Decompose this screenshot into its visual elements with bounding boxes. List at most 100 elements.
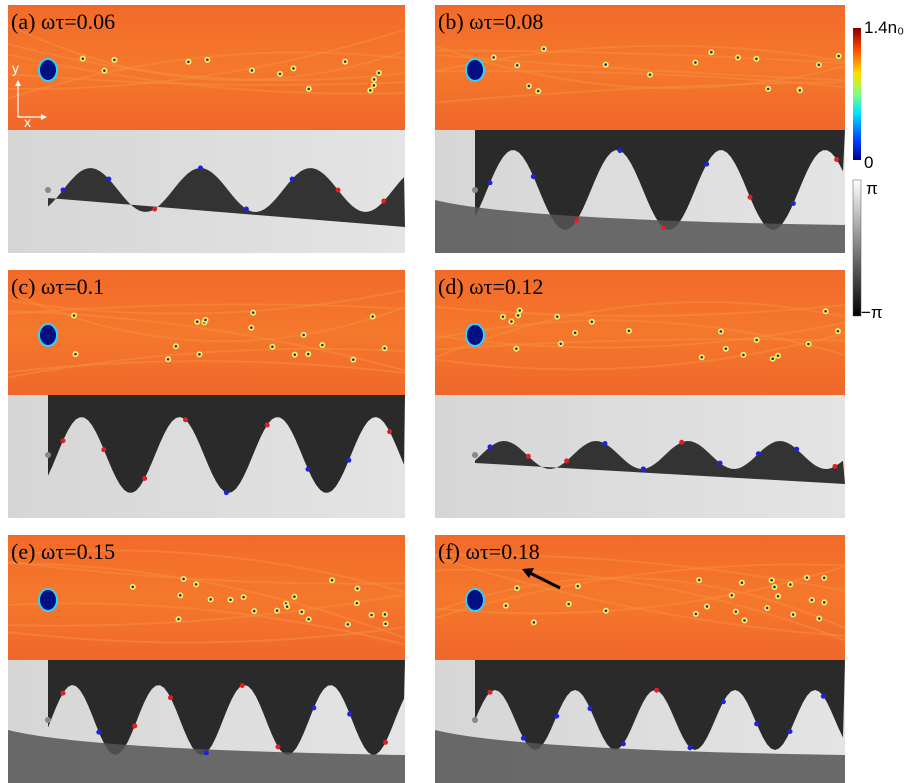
vortex-core	[307, 88, 310, 91]
vortex-core	[113, 59, 116, 62]
phase-vortex	[704, 162, 709, 167]
vortex-core	[735, 610, 738, 613]
vortex-core	[537, 90, 540, 93]
vortex-core	[649, 73, 652, 76]
vortex-core	[698, 579, 701, 582]
phase-vortex	[244, 207, 249, 212]
vortex-core	[837, 55, 840, 58]
panel-label: (f) ωτ=0.18	[438, 539, 540, 564]
phase-vortex	[204, 750, 209, 755]
vortex-core	[370, 614, 373, 617]
phase-vortex	[588, 706, 593, 711]
vortex-core	[195, 583, 198, 586]
vortex-core	[773, 586, 776, 589]
phase-vortex	[721, 699, 726, 704]
phase-vortex	[526, 454, 531, 459]
vortex-core	[792, 613, 795, 616]
phase-vortex	[574, 218, 579, 223]
figure: 1.4n₀ 0 π −π (a) ωτ=0.06 (b) ωτ=0.08(c) ω…	[0, 0, 915, 783]
panel: (b) ωτ=0.08	[435, 5, 845, 253]
vortex-core	[730, 594, 733, 597]
phase-vortex	[603, 441, 608, 446]
vortex-core	[182, 578, 185, 581]
vortex-core	[777, 595, 780, 598]
phase-vortex	[688, 745, 693, 750]
panel-label: (a) ωτ=0.06	[11, 9, 115, 34]
vortex-core	[74, 353, 77, 356]
vortex-core	[251, 69, 254, 72]
phase-vortex	[336, 188, 341, 193]
phase-vortex	[61, 188, 66, 193]
phase-vortex	[106, 177, 111, 182]
vortex-core	[204, 319, 207, 322]
phase-vortex	[152, 207, 157, 212]
vortex-core	[356, 602, 359, 605]
vortex-core	[516, 587, 519, 590]
vortex-core	[818, 64, 821, 67]
vortex-core	[73, 314, 76, 317]
vortex-core	[196, 320, 199, 323]
phase-vortex	[718, 461, 723, 466]
vortex-core	[347, 623, 350, 626]
vortex-core	[694, 61, 697, 64]
phase-vortex	[661, 225, 666, 230]
vortex-core	[577, 585, 580, 588]
phase-vortex	[821, 694, 826, 699]
vortex-core	[542, 48, 545, 51]
phase-vortex	[679, 440, 684, 445]
phase-vortex	[132, 723, 137, 728]
panel: (c) ωτ=0.1	[8, 270, 405, 518]
vortex-core	[229, 598, 232, 601]
phase-vortex	[383, 740, 388, 745]
phase-vortex	[554, 714, 559, 719]
panel: (f) ωτ=0.18	[435, 535, 845, 783]
vortex-core	[384, 613, 387, 616]
vortex-core	[321, 344, 324, 347]
vortex-core	[279, 73, 282, 76]
phase-vortex	[531, 174, 536, 179]
vortex-core	[823, 601, 826, 604]
vortex-core	[528, 85, 531, 88]
vortex-core	[352, 358, 355, 361]
vortex-core	[706, 605, 709, 608]
vortex-core	[253, 610, 256, 613]
vortex-core	[276, 609, 279, 612]
vortex-core	[294, 353, 297, 356]
phase-vortex	[794, 447, 799, 452]
vortex-core	[356, 587, 359, 590]
vortex-core	[242, 596, 245, 599]
panel-label: (d) ωτ=0.12	[438, 274, 543, 299]
vortex-core	[378, 72, 381, 75]
vortex-core	[755, 57, 758, 60]
vortex-core	[807, 343, 810, 346]
vortex-core	[605, 609, 608, 612]
colorbars: 1.4n₀ 0 π −π	[853, 18, 904, 322]
vortex-core	[559, 342, 562, 345]
y-axis-label: y	[12, 60, 19, 76]
vortex-core	[505, 604, 508, 607]
vortex-core	[720, 330, 723, 333]
vortex-core	[771, 357, 774, 360]
phase-max-label: π	[866, 179, 878, 198]
vortex-core	[307, 353, 310, 356]
phase-vortex	[347, 712, 352, 717]
phase-vortex	[748, 195, 753, 200]
vortex-core	[344, 60, 347, 63]
phase-vortex	[346, 458, 351, 463]
phase-vortex	[488, 180, 493, 185]
vortex-core	[806, 576, 809, 579]
vortex-core	[373, 78, 376, 81]
panel: (e) ωτ=0.15	[8, 535, 405, 783]
vortex-core	[175, 345, 178, 348]
vortex-core	[369, 89, 372, 92]
phase-vortex	[381, 199, 386, 204]
vortex-core	[286, 605, 289, 608]
vortex-core	[710, 51, 713, 54]
vortex-core	[591, 320, 594, 323]
vortex-core	[252, 311, 255, 314]
phase-singularity	[45, 452, 51, 458]
panel: (d) ωτ=0.12	[435, 270, 845, 518]
vortex-core	[518, 309, 521, 312]
phase-vortex	[521, 736, 526, 741]
phase-singularity	[45, 717, 51, 723]
